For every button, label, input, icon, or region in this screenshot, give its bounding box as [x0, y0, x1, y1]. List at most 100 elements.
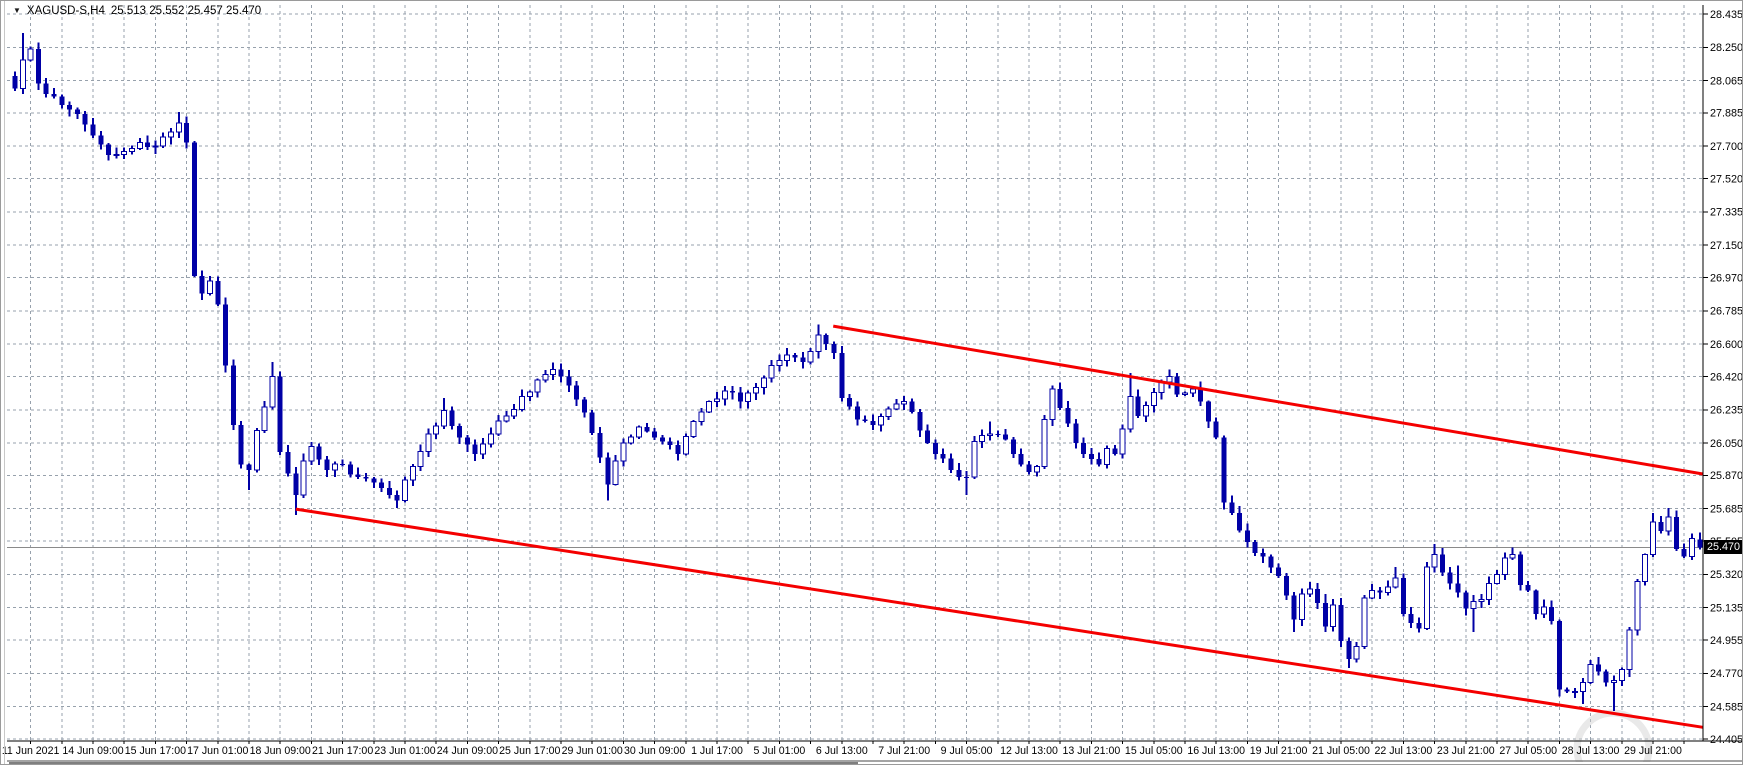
time-axis-label: 6 Jul 13:00 [816, 745, 868, 757]
candle-body-down [566, 376, 572, 386]
symbol-dropdown-icon[interactable]: ▼ [13, 6, 21, 15]
candle-body-down [948, 458, 954, 471]
candle-body-down [870, 420, 876, 426]
candle-body-up [682, 436, 689, 455]
candle-body-up [753, 386, 759, 394]
candle-body-up [1150, 392, 1157, 406]
horizontal-scrollbar[interactable] [7, 760, 1743, 765]
time-axis-label: 29 Jul 21:00 [1624, 745, 1682, 757]
grid-horizontal-lines [7, 13, 1703, 740]
candle-body-down [472, 444, 478, 454]
candle-body-down [1697, 539, 1703, 548]
candle-body-down [917, 411, 923, 431]
candle-body-up [1579, 681, 1586, 692]
candle-body-up [480, 443, 486, 455]
channel-lower-trendline[interactable] [295, 507, 1704, 729]
time-axis[interactable]: 11 Jun 2021 14 Jun 09:00 15 Jun 17:00 17 Ju… [2, 740, 1743, 757]
candle-body-down [90, 124, 96, 136]
candle-wick [989, 421, 991, 441]
candle-body-down [82, 113, 88, 125]
time-axis-label: 25 Jun 17:00 [499, 745, 560, 757]
candle-body-down [340, 464, 346, 466]
candle-body-up [979, 435, 986, 442]
price-axis-label: 27.700 [1710, 141, 1743, 153]
candle-body-down [1463, 592, 1469, 609]
price-axis[interactable]: 28.435 28.250 28.065 27.885 27.700 27.520 27.3… [1702, 5, 1743, 746]
candle-body-down [847, 398, 853, 407]
channel-upper-trendline[interactable] [832, 324, 1704, 476]
time-axis-label: 24 Jun 09:00 [437, 745, 498, 757]
candle-body-down [909, 401, 915, 412]
candle-body-down [862, 419, 868, 421]
candle-body-up [901, 401, 908, 405]
price-axis-label: 24.955 [1710, 635, 1743, 647]
candle-body-down [324, 459, 330, 471]
price-axis-label: 25.685 [1710, 504, 1743, 516]
time-axis-label: 15 Jun 17:00 [125, 745, 186, 757]
candle-body-up [1041, 419, 1048, 467]
candle-body-down [67, 104, 73, 110]
candle-body-down [1252, 542, 1258, 554]
candle-body-down [831, 344, 837, 354]
time-axis-label: 7 Jul 21:00 [878, 745, 930, 757]
candle-body-up [721, 390, 728, 400]
candle-wick [115, 147, 118, 159]
candle-body-up [300, 460, 307, 496]
candle-body-up [612, 460, 619, 485]
candle-body-up [207, 280, 213, 295]
candle-body-down [1595, 664, 1601, 672]
candle-body-down [558, 369, 564, 377]
candle-body-up [987, 433, 993, 437]
candle-body-down [581, 399, 587, 413]
candle-wick [365, 472, 367, 482]
candle-body-up [1509, 554, 1516, 559]
candle-body-up [1689, 537, 1695, 557]
candle-body-down [1338, 604, 1344, 641]
candle-body-down [293, 473, 299, 496]
time-axis-label: 22 Jul 13:00 [1375, 745, 1433, 757]
candle-body-down [1533, 590, 1539, 614]
candle-wick [341, 459, 344, 467]
candle-body-up [511, 408, 518, 417]
candle-body-up [1127, 395, 1134, 430]
candle-body-up [1361, 597, 1368, 647]
time-axis-label: 15 Jul 05:00 [1125, 745, 1183, 757]
candle-wick [1457, 565, 1459, 598]
candle-wick [996, 430, 999, 437]
candle-body-down [457, 426, 463, 438]
candle-wick [1472, 594, 1475, 632]
candle-body-down [1400, 577, 1406, 614]
candle-body-down [1260, 553, 1266, 557]
candle-body-up [1486, 582, 1493, 601]
candle-body-down [1276, 567, 1282, 577]
candle-body-down [449, 410, 455, 427]
candle-body-down [43, 83, 49, 95]
candle-body-down [1315, 588, 1321, 604]
candle-body-up [441, 410, 447, 427]
candle-body-up [402, 479, 408, 502]
candle-body-up [253, 429, 260, 471]
candle-body-down [925, 430, 931, 444]
price-axis-label: 24.405 [1710, 734, 1743, 746]
time-axis-label: 21 Jul 05:00 [1312, 745, 1370, 757]
candle-body-down [1291, 595, 1297, 620]
candle-body-down [363, 477, 369, 479]
candle-body-down [1057, 389, 1063, 409]
candle-body-up [1392, 577, 1399, 588]
candle-wick [864, 415, 867, 423]
candle-body-up [784, 354, 791, 362]
price-axis-label: 25.320 [1710, 569, 1743, 581]
candle-body-up [1353, 645, 1360, 660]
candle-wick [1511, 547, 1514, 561]
candle-body-up [1166, 376, 1173, 383]
candle-body-up [1033, 465, 1040, 473]
price-axis-label: 27.150 [1710, 240, 1743, 252]
candle-body-up [1540, 606, 1547, 615]
candle-body-up [1143, 404, 1149, 417]
candle-body-up [1306, 588, 1313, 595]
candle-body-down [1213, 421, 1219, 438]
candle-body-up [519, 395, 525, 410]
scrollbar-thumb[interactable] [9, 762, 858, 765]
